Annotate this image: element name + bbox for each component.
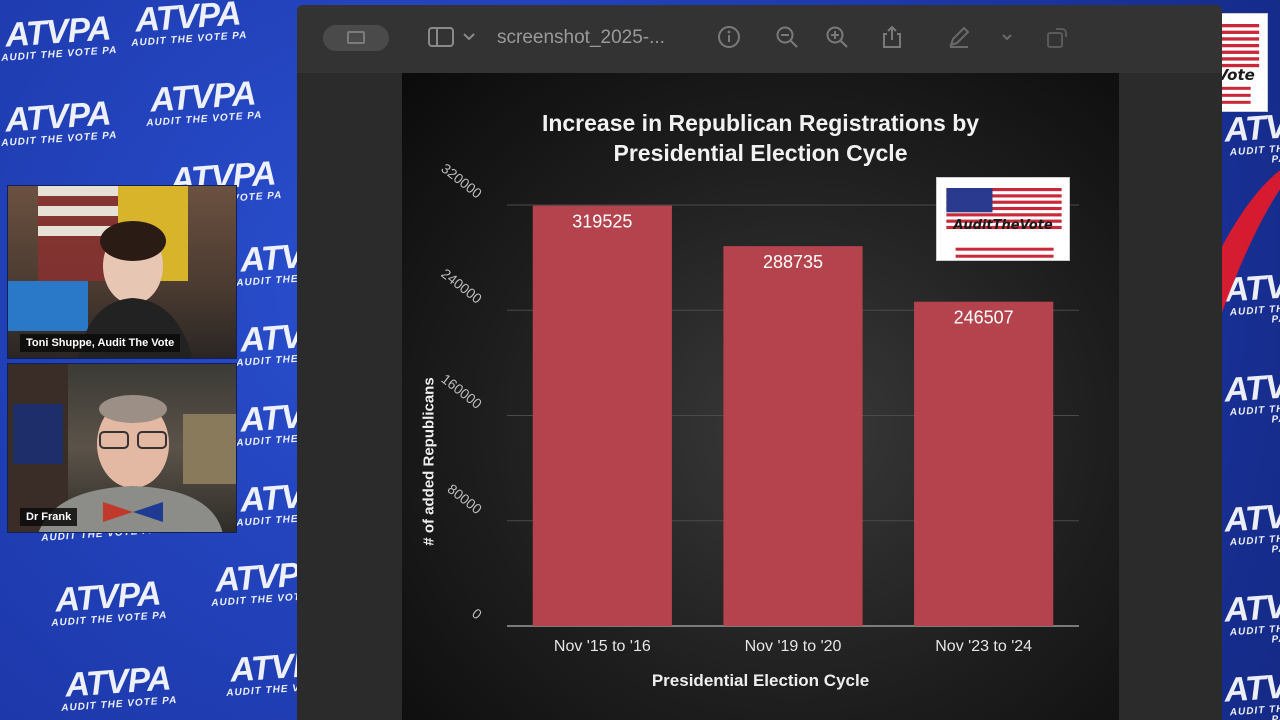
bar-value-label: 246507 xyxy=(954,308,1014,328)
bar-value-label: 288735 xyxy=(763,252,823,272)
watermark-brand: ATVPA xyxy=(1223,584,1280,630)
flag-canton xyxy=(946,188,993,213)
webcam-video-frank xyxy=(8,364,236,532)
watermark-brand: ATVPA xyxy=(1223,104,1280,150)
flag-stripe xyxy=(946,200,1062,204)
sidebar-icon[interactable] xyxy=(427,25,455,55)
participant-name-tag: Toni Shuppe, Audit The Vote xyxy=(20,334,181,352)
participant-name-tag: Dr Frank xyxy=(20,508,78,526)
chart-logo-text: AuditTheVote xyxy=(953,218,1053,233)
window-toolbar: screenshot_2025-... xyxy=(297,5,1222,73)
bar-chart: 0 80000 160000 240000 320000 319525 Nov '15 to… xyxy=(438,160,1079,655)
y-tick-label: 240000 xyxy=(438,265,485,307)
share-icon[interactable] xyxy=(880,25,904,55)
preview-window[interactable]: screenshot_2025-... Increase in Republic… xyxy=(297,5,1222,720)
flag-stripe xyxy=(955,247,1054,251)
document-title: screenshot_2025-... xyxy=(497,27,665,48)
flag-stripe xyxy=(946,213,1062,217)
webcam-tile-frank: Dr Frank xyxy=(7,363,237,533)
flag-stripe xyxy=(955,254,1054,258)
chart-image: Increase in Republican Registrations by … xyxy=(402,73,1119,720)
flag-stripe xyxy=(946,206,1062,211)
y-tick-label: 320000 xyxy=(438,160,485,202)
chevron-down-icon[interactable] xyxy=(1000,25,1014,55)
rotate-icon[interactable] xyxy=(1045,25,1069,55)
flag-stripe xyxy=(946,188,1062,192)
chevron-down-icon[interactable] xyxy=(462,25,476,55)
bar xyxy=(914,301,1054,626)
y-tick-label: 0 xyxy=(469,605,485,623)
flag-stripe xyxy=(946,225,1062,230)
zoom-out-icon[interactable] xyxy=(775,25,799,55)
y-tick-label: 160000 xyxy=(438,370,485,412)
us-flag-graphic xyxy=(946,188,1062,258)
window-controls-pill[interactable] xyxy=(323,25,389,51)
info-icon[interactable] xyxy=(717,25,741,55)
bar-value-label: 319525 xyxy=(572,212,632,232)
bar xyxy=(532,205,672,626)
chart-title-line-2: Presidential Election Cycle xyxy=(613,140,908,166)
zoom-in-icon[interactable] xyxy=(825,25,849,55)
markup-pen-icon[interactable] xyxy=(947,25,971,55)
y-tick-label: 80000 xyxy=(444,481,485,518)
bar xyxy=(723,246,863,627)
chart-title: Increase in Republican Registrations by … xyxy=(402,108,1119,168)
chart-title-line-1: Increase in Republican Registrations by xyxy=(541,110,980,136)
watermark-brand: ATVPA xyxy=(1223,664,1280,710)
x-tick-label: Nov '19 to '20 xyxy=(745,638,842,655)
x-tick-label: Nov '23 to '24 xyxy=(935,638,1032,655)
webcam-tile-toni: Toni Shuppe, Audit The Vote xyxy=(7,185,237,359)
y-axis-label-text: # of added Republicans xyxy=(420,377,438,546)
x-axis-label: Presidential Election Cycle xyxy=(651,671,870,690)
flag-stripe xyxy=(946,219,1062,223)
chart-audit-the-vote-logo: AuditTheVote xyxy=(936,177,1070,261)
flag-stripe xyxy=(946,194,1062,198)
x-tick-label: Nov '15 to '16 xyxy=(554,638,651,655)
